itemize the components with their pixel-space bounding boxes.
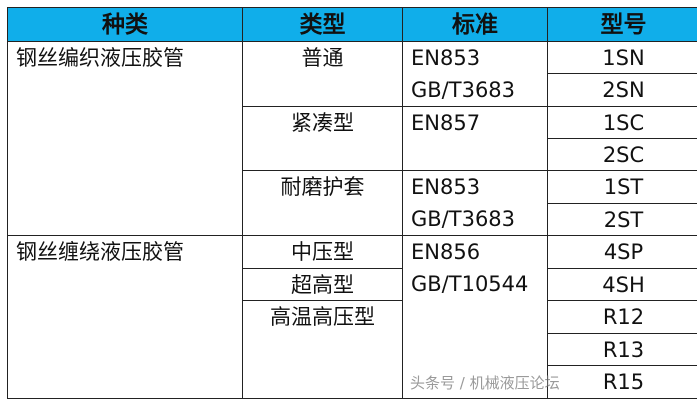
type-cell: 普通 (243, 42, 403, 107)
type-cell: 紧凑型 (243, 107, 403, 171)
model-cell: 4SH (548, 269, 697, 301)
header-standard: 标准 (403, 7, 548, 42)
type-cell: 耐磨护套 (243, 171, 403, 236)
type-cell: 高温高压型 (243, 301, 403, 399)
standard-line: GB/T10544 (411, 272, 529, 296)
model-cell: 1ST (548, 171, 697, 204)
standard-cell: EN853 GB/T3683 (403, 171, 548, 236)
standard-line: GB/T3683 (411, 207, 516, 231)
header-kind: 种类 (7, 7, 243, 42)
standard-line: EN853 (411, 46, 481, 70)
kind-cell: 钢丝缠绕液压胶管 (7, 236, 243, 399)
model-cell: 2ST (548, 204, 697, 236)
model-cell: 2SN (548, 74, 697, 107)
model-cell: R13 (548, 334, 697, 366)
type-cell: 超高型 (243, 269, 403, 301)
model-cell: 4SP (548, 236, 697, 269)
model-cell: R15 (548, 366, 697, 399)
header-type: 类型 (243, 7, 403, 42)
model-cell: 2SC (548, 139, 697, 171)
standard-line: EN856 (411, 240, 481, 264)
type-cell: 中压型 (243, 236, 403, 269)
standard-line: EN857 (411, 111, 481, 135)
model-cell: R12 (548, 301, 697, 334)
standard-cell: EN857 (403, 107, 548, 171)
model-cell: 1SN (548, 42, 697, 74)
kind-cell: 钢丝编织液压胶管 (7, 42, 243, 236)
standard-line: GB/T3683 (411, 78, 516, 102)
standard-cell: EN856 GB/T10544 (403, 236, 548, 399)
standard-cell: EN853 GB/T3683 (403, 42, 548, 107)
header-model: 型号 (548, 7, 697, 42)
standard-line: EN853 (411, 175, 481, 199)
model-cell: 1SC (548, 107, 697, 139)
watermark: 头条号 / 机械液压论坛 (410, 374, 560, 392)
